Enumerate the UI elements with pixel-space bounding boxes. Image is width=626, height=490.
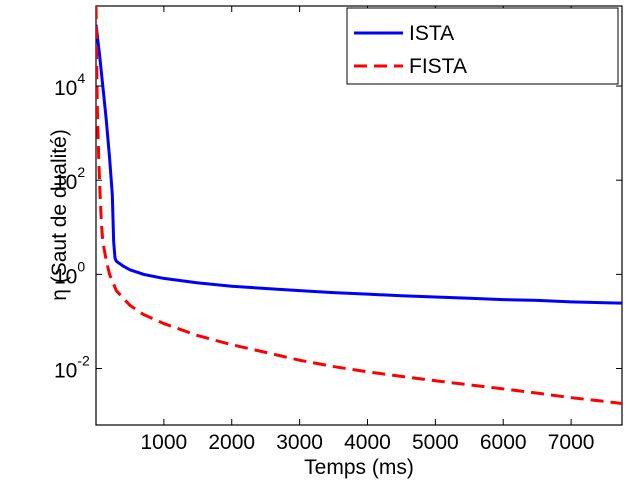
- plot-area-frame: [95, 5, 623, 426]
- legend-box: [346, 7, 619, 85]
- x-tick-label: 2000: [208, 431, 255, 454]
- x-tick-label: 7000: [548, 431, 595, 454]
- x-tick-label: 6000: [480, 431, 527, 454]
- series-line-ista: [96, 24, 622, 305]
- x-tick-label: 1000: [141, 431, 188, 454]
- legend-label-ista: ISTA: [409, 22, 454, 45]
- legend-label-fista: FISTA: [409, 55, 467, 78]
- x-axis-ticks: 1000 2000 3000 4000 5000 6000 7000: [141, 6, 595, 454]
- y-tick-label: 102: [54, 164, 85, 194]
- y-tick-label: 104: [54, 70, 85, 100]
- legend: ISTA FISTA: [346, 7, 619, 85]
- x-tick-label: 3000: [276, 431, 323, 454]
- y-axis-ticks: 104 102 100 10-2: [54, 70, 622, 383]
- x-axis-label: Temps (ms): [304, 456, 414, 479]
- x-tick-label: 4000: [344, 431, 391, 454]
- y-axis-label: η (Saut de dualité): [48, 129, 71, 301]
- y-tick-label: 100: [54, 258, 85, 288]
- series-group: [96, 6, 622, 406]
- y-tick-label: 10-2: [54, 353, 90, 383]
- x-tick-label: 5000: [412, 431, 459, 454]
- series-line-fista: [96, 6, 622, 406]
